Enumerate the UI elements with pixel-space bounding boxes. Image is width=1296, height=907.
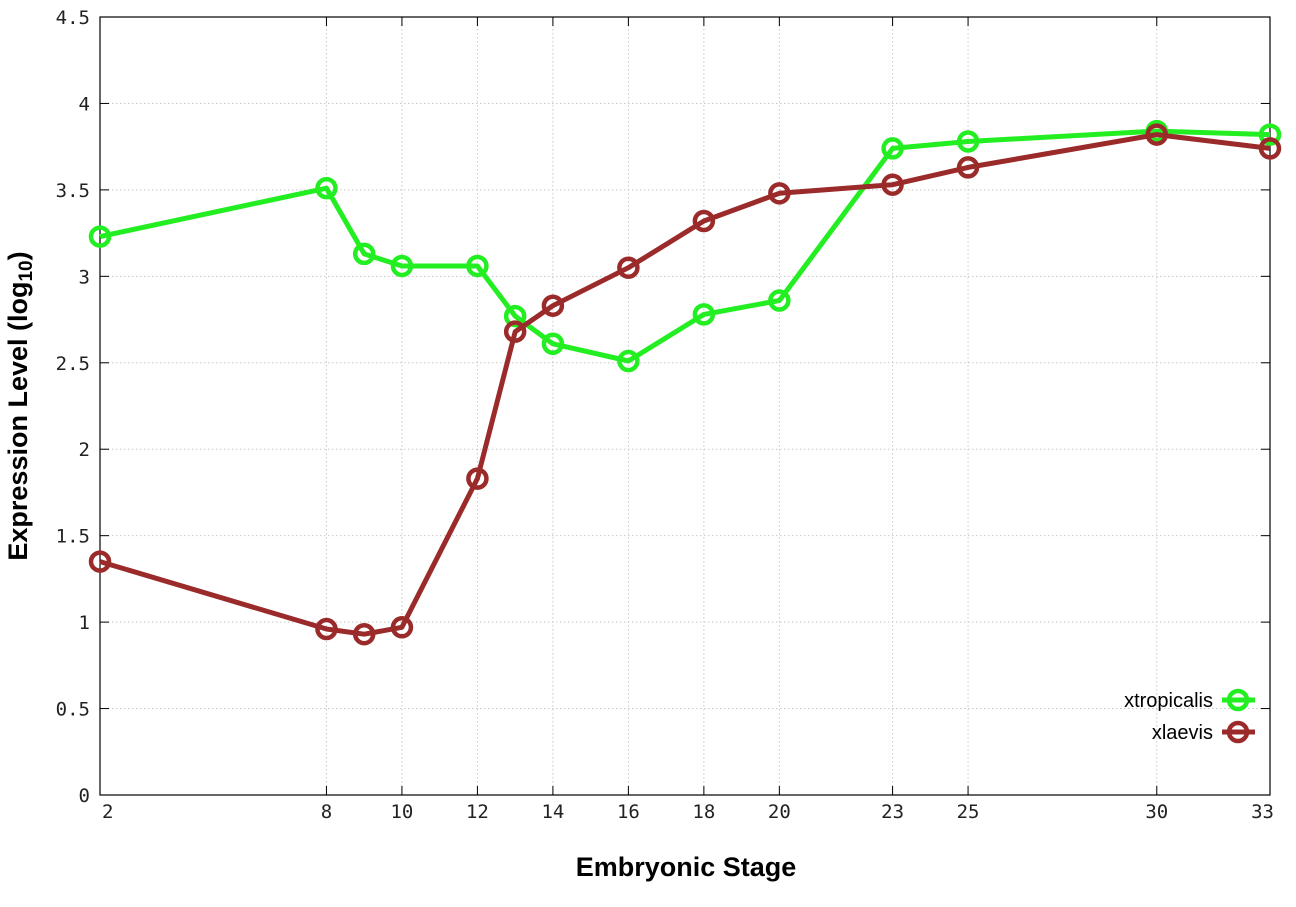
legend-entry: xtropicalis [1124,688,1255,712]
series-line [99,132,1271,637]
data-point [956,130,980,153]
data-point [503,304,527,328]
y-tick-label: 0.5 [56,699,90,721]
y-tick-label: 3 [79,266,90,288]
data-point [390,254,414,278]
x-axis-title: Embryonic Stage [576,852,797,882]
data-point [617,256,640,279]
legend-marker [1226,688,1250,712]
y-tick-label: 1.5 [56,526,90,548]
legend-label: xlaevis [1152,722,1213,744]
data-point [881,173,904,196]
x-tick-label: 10 [390,801,413,823]
y-axis-title-main: Expression Level (log [3,282,33,561]
x-tick-label: 12 [466,801,489,823]
data-point [541,332,565,356]
x-tick-label: 20 [768,801,791,823]
data-point [617,349,640,373]
y-axis-title-subscript: 10 [16,260,37,281]
data-point [692,209,716,233]
series-xtropicalis [88,119,1282,373]
y-tick-label: 4.5 [56,7,90,29]
data-point [881,137,904,160]
x-tick-label: 33 [1251,801,1274,823]
y-axis-title: Expression Level (log10) [3,251,37,560]
data-point [352,242,376,266]
data-point [541,294,565,317]
data-point [88,225,112,248]
series-layer [88,119,1282,646]
x-tick-label: 23 [881,801,904,823]
data-point [768,182,791,205]
legend-entry: xlaevis [1152,720,1255,744]
y-axis-title-close: ) [3,251,33,260]
x-tick-label: 16 [617,801,640,823]
data-point [1258,137,1282,160]
legend-marker [1226,720,1250,744]
data-point [352,622,376,646]
series-line [99,128,1271,364]
tick-labels: 0 0.5 1 1.5 2 2.5 3 3.5 4 4.5 2 8 10 12 14 16 18 20 23 25 30… [56,7,1274,823]
data-point [315,617,338,641]
x-tick-label: 25 [957,801,980,823]
data-point [956,156,980,179]
y-tick-label: 3.5 [56,180,90,202]
data-point [1258,123,1282,146]
data-point [466,467,489,490]
legend-label: xtropicalis [1124,690,1213,712]
x-tick-label: 2 [102,801,113,823]
data-point [692,303,716,326]
y-tick-label: 2 [79,439,90,461]
y-tick-label: 4 [79,93,90,115]
y-tick-label: 1 [79,612,90,634]
data-point [88,550,112,573]
x-tick-label: 14 [541,801,564,823]
plot-frame [99,16,1271,796]
data-point [1145,123,1169,146]
data-point [466,254,489,278]
series-xlaevis [88,123,1282,646]
x-tick-label: 8 [321,801,332,823]
y-tick-label: 0 [79,785,90,807]
data-point [503,320,527,343]
grid-lines [100,17,1270,795]
data-point [768,289,791,312]
x-tick-label: 30 [1145,801,1168,823]
data-point [315,176,338,200]
legend: xtropicalis xlaevis [1124,688,1255,744]
y-tick-label: 2.5 [56,353,90,375]
x-tick-label: 18 [692,801,715,823]
data-point [390,616,414,639]
